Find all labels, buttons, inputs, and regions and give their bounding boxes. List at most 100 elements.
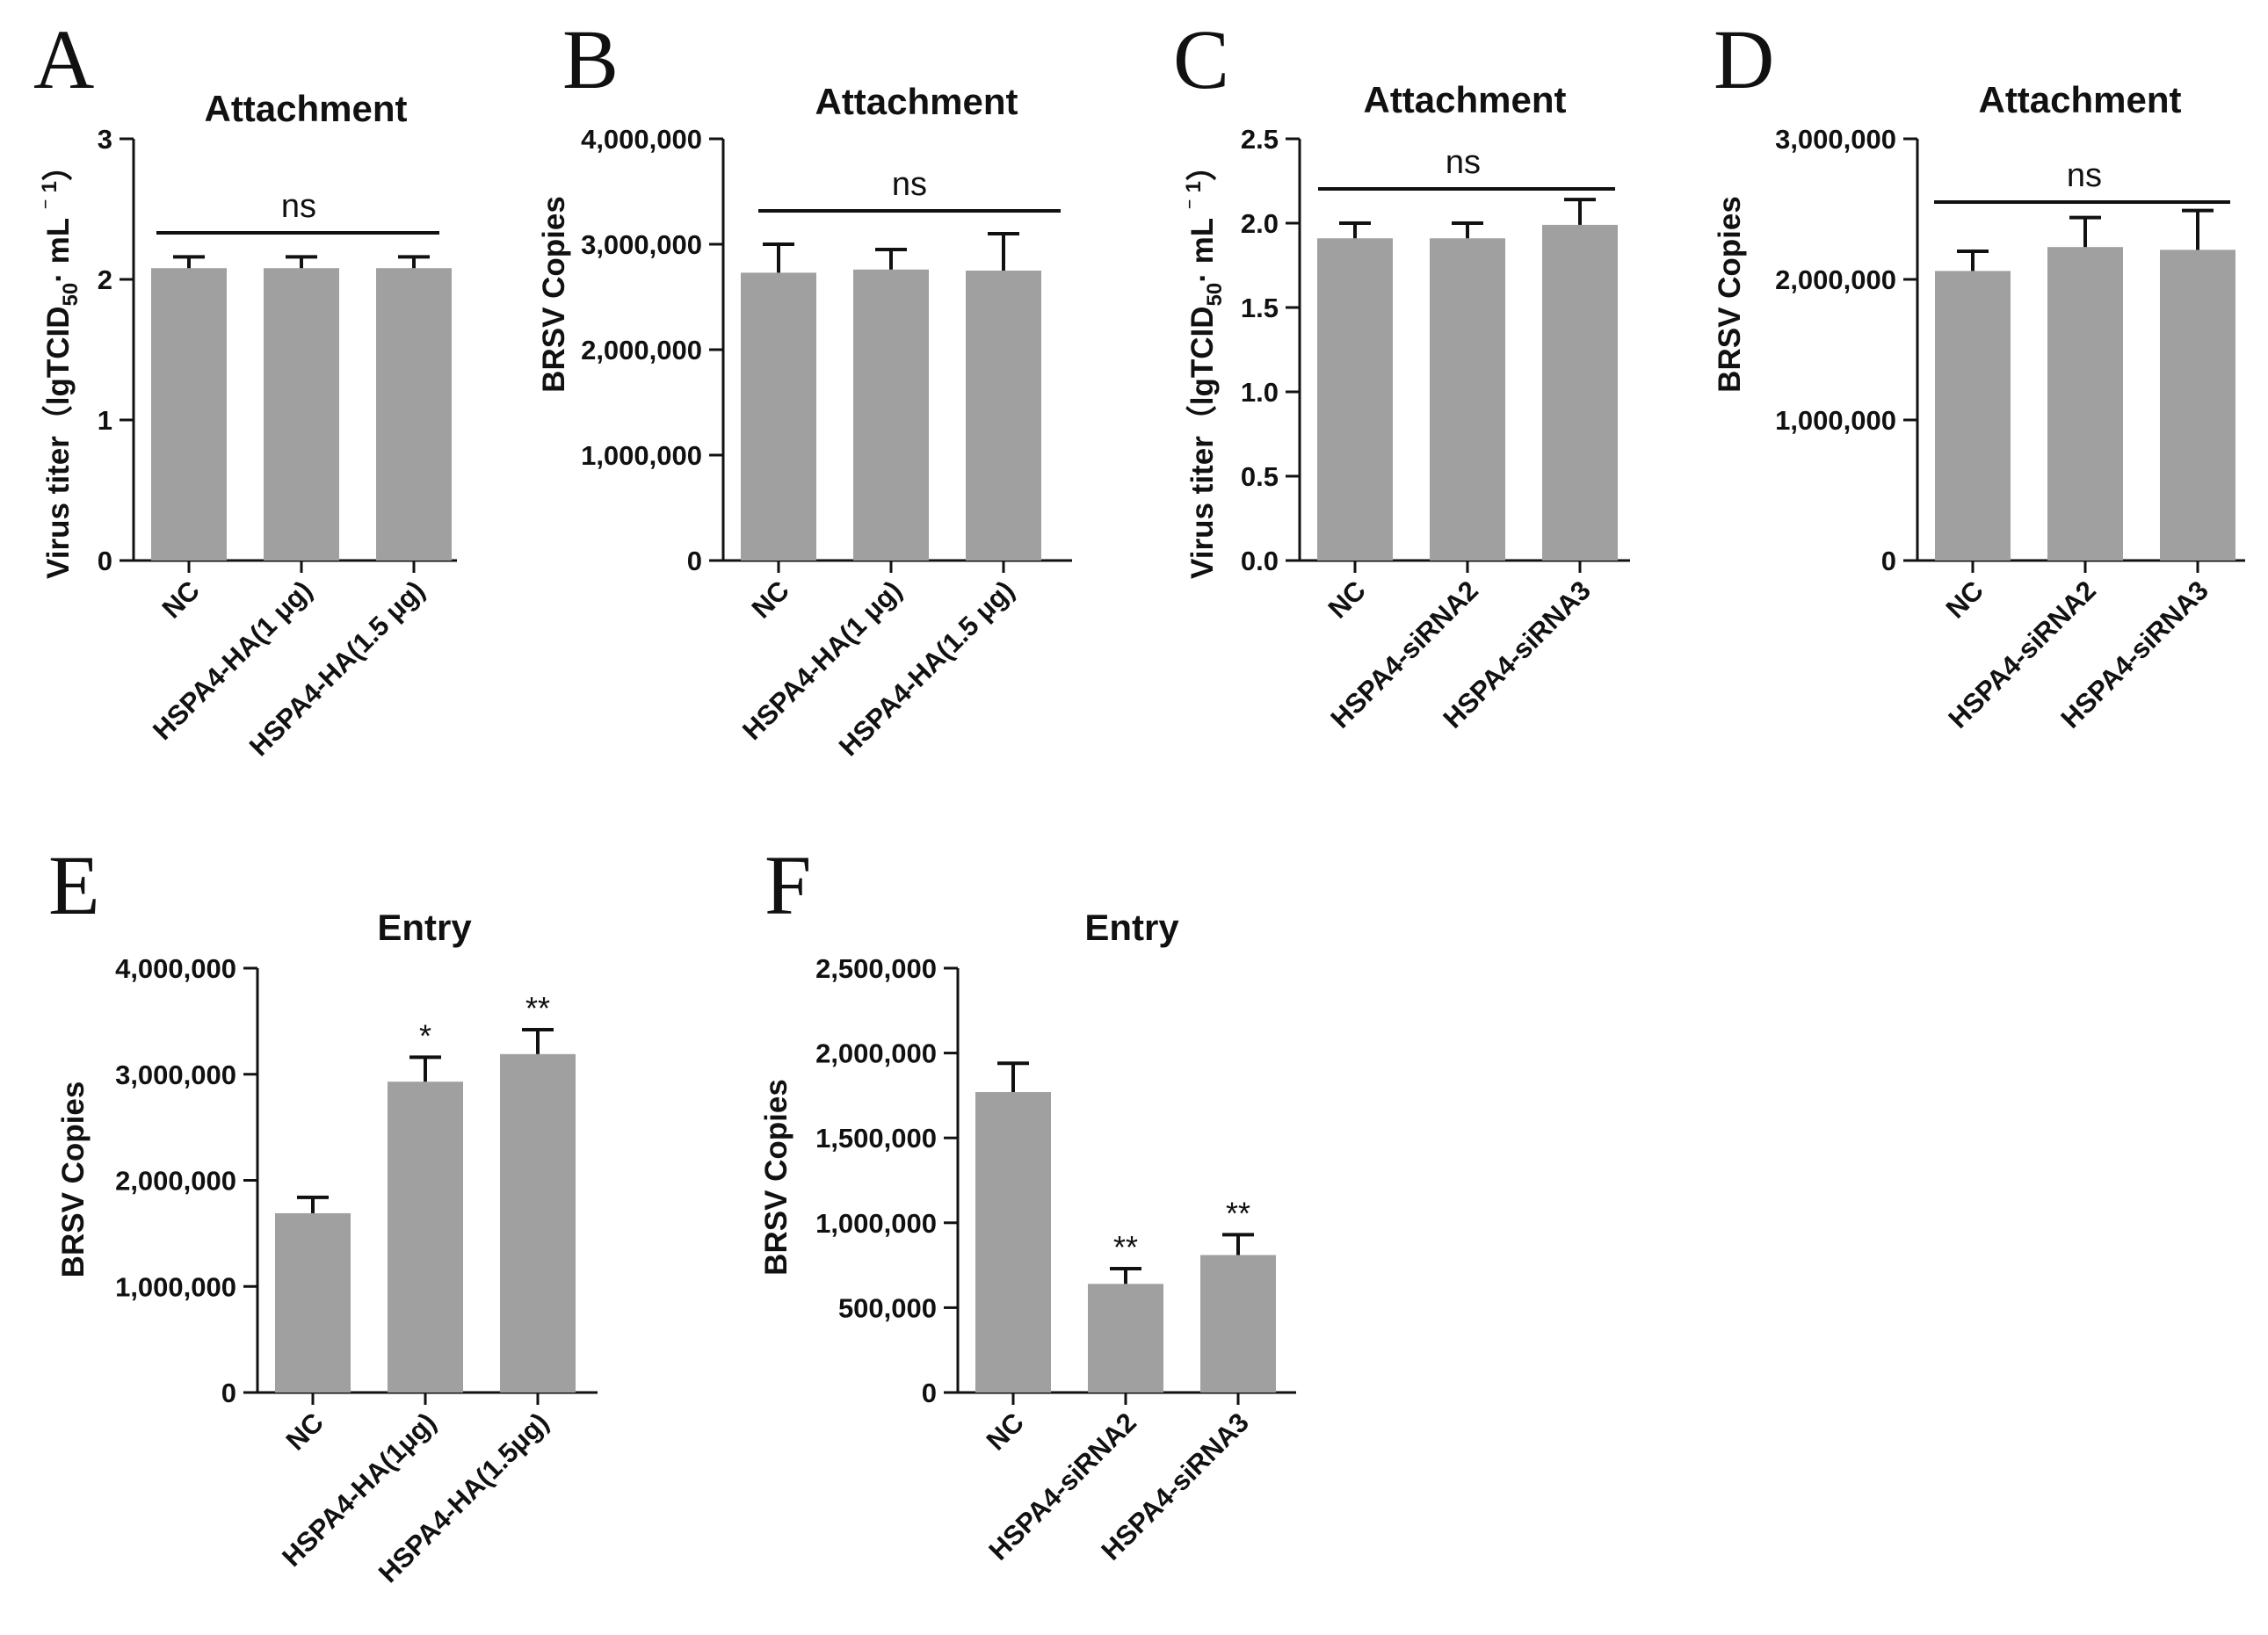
panel-letter: C [1173,12,1229,106]
panel-letter: F [764,838,811,932]
bar [1088,1284,1163,1393]
bar [388,1082,463,1393]
y-tick-label: 1,000,000 [1775,405,1896,436]
x-category-label: NC [981,1407,1030,1456]
bar [975,1092,1051,1393]
y-axis-label-superscript: 1 [1182,181,1206,192]
x-category-label: NC [280,1407,330,1456]
y-tick-label: 0 [922,1378,937,1408]
chart-title: Entry [1084,907,1179,948]
bar [1317,238,1393,561]
bar [376,268,452,561]
y-tick-label: 1.0 [1241,377,1279,408]
ns-annotation: ns [892,166,927,203]
y-axis-label-superscript: ⁻ [38,192,62,209]
y-tick-label: 3,000,000 [115,1060,236,1090]
y-tick-label: 0.0 [1241,546,1279,576]
y-axis-label: BRSV Copies [759,1079,793,1276]
panel-e: E Entry 0 1,000,000 2,000,000 3,000,000 4,000,… [48,838,598,1588]
y-axis-label-subscript: 50 [1203,283,1227,307]
y-axis-label-text: · mL [1185,210,1220,283]
bar [1200,1255,1276,1393]
y-axis-label-text: BRSV Copies [1713,196,1747,393]
ns-annotation: ns [2067,157,2102,194]
y-axis-label-text: BRSV Copies [537,196,571,393]
bar [1935,271,2011,561]
chart-title: Entry [377,907,472,948]
y-axis-label-text: Virus titer（lgTCID [41,306,76,579]
significance-marker: * [419,1017,431,1053]
y-axis-label-superscript: 1 [38,181,62,192]
y-axis-label-text: BRSV Copies [56,1082,91,1278]
bar [741,272,816,561]
y-axis-label-text: Virus titer（lgTCID [1185,306,1220,579]
y-tick-label: 0 [687,546,702,576]
bar [2160,250,2235,561]
bar [500,1053,576,1393]
chart-title: Attachment [1978,79,2181,120]
x-category-label: NC [746,575,795,624]
bar [1430,238,1505,561]
y-tick-label: 3,000,000 [1775,124,1896,155]
y-tick-label: 0 [221,1378,236,1408]
ns-annotation: ns [281,188,316,225]
y-axis-label: BRSV Copies [56,1082,91,1278]
ns-annotation: ns [1446,144,1481,181]
y-axis-label-subscript: 50 [59,283,83,307]
bar [853,269,929,561]
y-axis-label: BRSV Copies [537,196,571,393]
panel-letter: B [562,12,619,106]
y-tick-label: 1 [98,405,112,436]
y-tick-label: 500,000 [838,1292,937,1323]
y-tick-label: 1,000,000 [581,440,702,471]
panel-b: B Attachment 0 1,000,000 2,000,000 3,000,000 4… [537,12,1072,762]
y-tick-label: 2 [98,264,112,295]
x-category-label: NC [1322,575,1372,624]
panel-a: A Attachment 0 1 2 3 Virus titer（lgTCID50· mL … [33,12,457,762]
panel-f: F Entry 0 500,000 1,000,000 1,500,000 2,000,00… [759,838,1296,1566]
y-axis-label-text: ） [1185,150,1220,181]
x-category-label: NC [1940,575,1989,624]
y-tick-label: 3 [98,124,112,155]
bar [264,268,339,561]
y-axis-label: Virus titer（lgTCID50· mL ⁻ 1） [38,150,83,579]
significance-marker: ** [525,990,550,1026]
y-tick-label: 2.5 [1241,124,1279,155]
y-tick-label: 2,500,000 [815,953,937,984]
y-axis-label: BRSV Copies [1713,196,1747,393]
bar [966,271,1041,561]
panel-letter: E [48,838,100,932]
panel-d: D Attachment 0 1,000,000 2,000,000 3,000,000 B… [1713,12,2245,734]
y-tick-label: 1,500,000 [815,1123,937,1154]
y-tick-label: 2,000,000 [581,335,702,365]
chart-title: Attachment [204,88,407,129]
y-tick-label: 1,000,000 [115,1271,236,1302]
bar [275,1212,351,1393]
bar [151,268,227,561]
significance-marker: ** [1226,1195,1250,1231]
y-tick-label: 2,000,000 [1775,264,1896,295]
y-tick-label: 1.5 [1241,293,1279,323]
y-axis-label-superscript: ⁻ [1182,192,1206,209]
x-category-label: NC [156,575,206,624]
chart-title: Attachment [815,81,1018,122]
significance-marker: ** [1113,1229,1138,1265]
y-tick-label: 0.5 [1241,461,1279,492]
y-axis-label-text: ） [41,150,76,181]
y-axis-label: Virus titer（lgTCID50· mL ⁻ 1） [1182,150,1227,579]
panel-letter: D [1714,12,1774,106]
y-tick-label: 3,000,000 [581,229,702,260]
y-tick-label: 4,000,000 [115,953,236,984]
y-tick-label: 4,000,000 [581,124,702,155]
y-tick-label: 1,000,000 [815,1208,937,1239]
panel-letter: A [33,12,94,106]
bar [2047,247,2123,561]
y-tick-label: 0 [98,546,112,576]
y-tick-label: 2.0 [1241,208,1279,239]
y-tick-label: 0 [1881,546,1896,576]
bar [1542,224,1618,561]
y-axis-label-text: · mL [41,210,76,283]
y-axis-label-text: BRSV Copies [759,1079,793,1276]
chart-title: Attachment [1363,79,1566,120]
